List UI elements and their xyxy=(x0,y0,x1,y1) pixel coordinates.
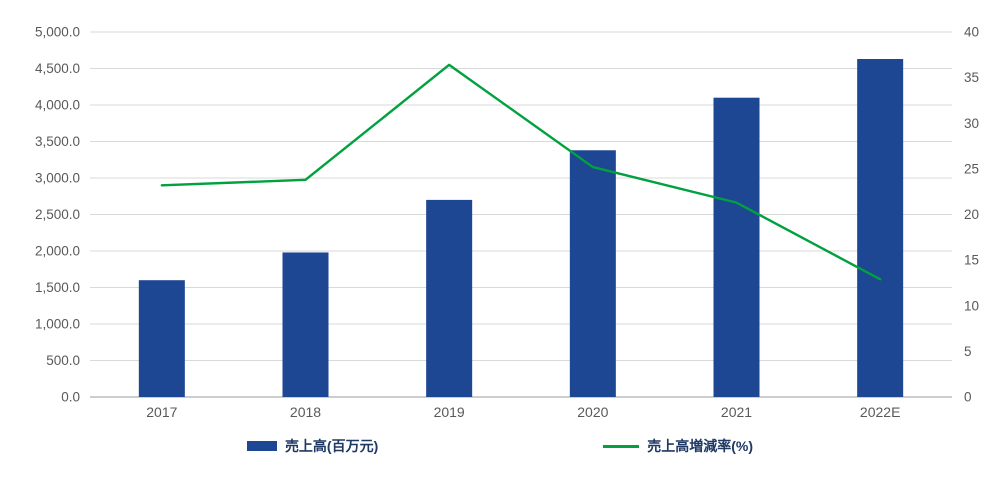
x-axis-label-2019: 2019 xyxy=(434,404,465,420)
legend-item-revenue: 売上高(百万元) xyxy=(246,436,379,456)
y-axis-left-label: 2,500.0 xyxy=(35,207,80,222)
revenue-bar-2021 xyxy=(713,97,760,397)
y-axis-left-label: 2,000.0 xyxy=(35,244,80,259)
revenue-bar-2018 xyxy=(282,252,329,397)
x-axis-label-2020: 2020 xyxy=(577,404,608,420)
revenue-bar-2019 xyxy=(426,199,473,397)
y-axis-left-label: 4,000.0 xyxy=(35,98,80,113)
y-axis-left-label: 3,500.0 xyxy=(35,134,80,149)
x-axis-label-2018: 2018 xyxy=(290,404,321,420)
y-axis-left-label: 1,500.0 xyxy=(35,280,80,295)
revenue-bar-2020 xyxy=(569,150,616,397)
combo-chart: 0.0 500.0 1,000.0 1,500.0 2,000.0 2,500.0 3,00… xyxy=(35,25,979,421)
y-axis-left-label: 1,000.0 xyxy=(35,317,80,332)
legend-label-revenue: 売上高(百万元) xyxy=(284,438,379,454)
growth-line xyxy=(160,63,882,281)
x-axis-label-2021: 2021 xyxy=(721,404,752,420)
y-axis-right-label: 20 xyxy=(964,207,979,222)
y-axis-left-label: 5,000.0 xyxy=(35,25,80,40)
chart-legend: 売上高(百万元) 売上高増減率(%) xyxy=(0,436,1000,456)
y-axis-right-label: 40 xyxy=(964,25,979,40)
revenue-bar-2022E xyxy=(857,59,904,397)
y-axis-left-label: 0.0 xyxy=(61,390,80,405)
y-axis-left-label: 4,500.0 xyxy=(35,61,80,76)
y-axis-right-label: 0 xyxy=(964,390,972,405)
bar-swatch-icon xyxy=(246,441,277,451)
y-axis-right-label: 15 xyxy=(964,253,979,268)
y-axis-right-label: 30 xyxy=(964,116,979,131)
x-axis-label-2022E: 2022E xyxy=(860,404,900,420)
y-axis-right-label: 5 xyxy=(964,344,972,359)
legend-label-growth: 売上高増減率(%) xyxy=(647,438,754,454)
line-swatch-icon xyxy=(603,444,640,448)
y-axis-left-label: 500.0 xyxy=(46,353,80,368)
y-axis-right-label: 10 xyxy=(964,298,979,313)
revenue-bar-2017 xyxy=(138,280,185,397)
legend-item-growth: 売上高増減率(%) xyxy=(603,436,753,456)
x-axis-label-2017: 2017 xyxy=(146,404,177,420)
y-axis-right-label: 35 xyxy=(964,70,979,85)
y-axis-left-label: 3,000.0 xyxy=(35,171,80,186)
y-axis-right-label: 25 xyxy=(964,161,979,176)
